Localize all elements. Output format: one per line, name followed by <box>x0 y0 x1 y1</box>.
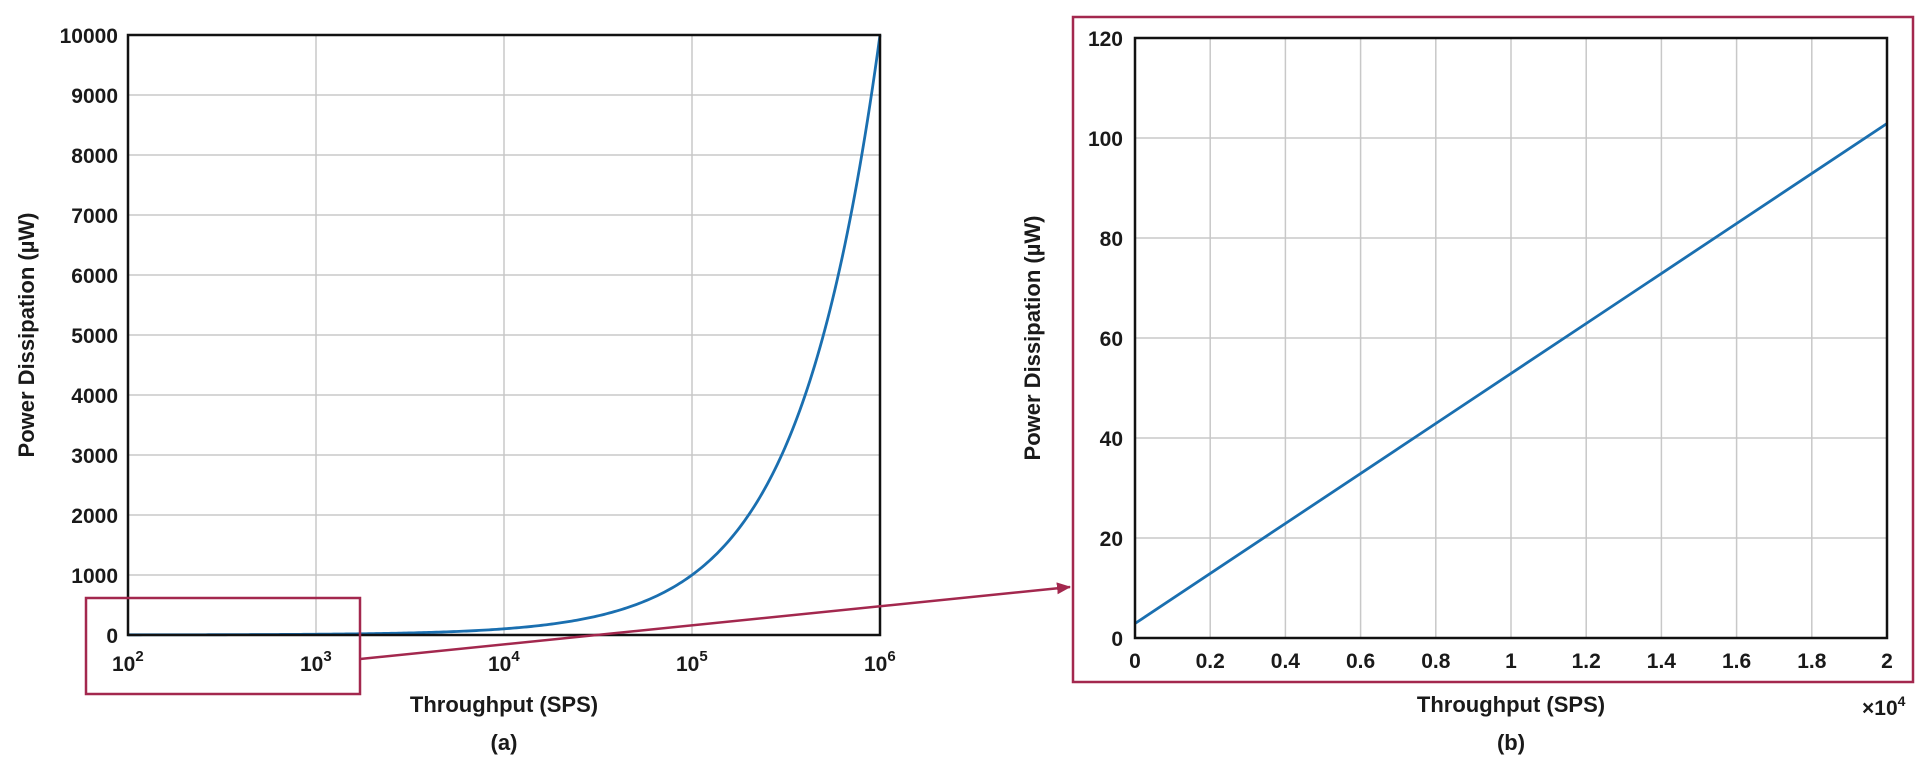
chart-b-x-multiplier-exp: 4 <box>1898 693 1906 709</box>
chart-a-x-tick-base: 10 <box>112 653 135 676</box>
chart-a-x-tick-exp: 5 <box>699 648 707 665</box>
chart-a-y-tick-0: 0 <box>106 625 118 648</box>
chart-a-y-tick-labels: 0 1000 2000 3000 4000 5000 6000 7000 8000 9000 100… <box>60 25 118 648</box>
chart-b-y-tick-labels: 0 20 40 60 80 100 120 <box>1088 28 1123 651</box>
chart-a-x-tick-base: 10 <box>864 653 887 676</box>
chart-b-x-tick-1.2: 1.2 <box>1572 650 1601 673</box>
chart-b-series-line <box>1134 122 1888 625</box>
chart-b: 0 20 40 60 80 100 120 0 0.2 0.4 0.6 0.8 1 1.2 1.4 1.6 1… <box>1020 28 1906 755</box>
chart-a: 0 1000 2000 3000 4000 5000 6000 7000 8000 9000 100… <box>14 25 896 755</box>
chart-a-y-axis-label: Power Dissipation (µW) <box>14 213 39 458</box>
chart-a-x-tick-0: 102 <box>112 648 144 676</box>
zoom-highlight-box <box>84 596 362 696</box>
chart-b-x-tick-1.6: 1.6 <box>1722 650 1751 673</box>
chart-a-y-tick-9000: 9000 <box>71 85 118 108</box>
chart-b-x-tick-0.8: 0.8 <box>1421 650 1451 673</box>
chart-a-x-tick-exp: 2 <box>135 648 143 665</box>
chart-a-x-tick-exp: 3 <box>323 648 331 665</box>
chart-b-y-tick-20: 20 <box>1100 528 1123 551</box>
chart-a-x-tick-base: 10 <box>300 653 323 676</box>
chart-a-caption: (a) <box>491 730 518 755</box>
chart-b-x-tick-1.8: 1.8 <box>1797 650 1827 673</box>
chart-a-x-tick-exp: 6 <box>887 648 895 665</box>
chart-b-x-tick-1.4: 1.4 <box>1647 650 1677 673</box>
chart-a-gridlines <box>127 34 881 636</box>
chart-b-plot-frame <box>1133 36 1889 640</box>
chart-b-x-tick-0.6: 0.6 <box>1346 650 1375 673</box>
chart-b-x-tick-0: 0 <box>1129 650 1141 673</box>
chart-b-y-axis-label: Power Dissipation (µW) <box>1020 216 1045 461</box>
chart-a-x-tick-1: 103 <box>300 648 332 676</box>
zoom-panel-frame <box>1071 15 1915 684</box>
chart-a-x-tick-base: 10 <box>676 653 699 676</box>
chart-a-x-tick-base: 10 <box>488 653 511 676</box>
chart-a-y-tick-4000: 4000 <box>71 385 118 408</box>
chart-b-y-tick-80: 80 <box>1100 228 1123 251</box>
chart-a-y-tick-7000: 7000 <box>71 205 118 228</box>
chart-a-y-tick-3000: 3000 <box>71 445 118 468</box>
chart-b-y-tick-120: 120 <box>1088 28 1123 51</box>
chart-a-y-tick-2000: 2000 <box>71 505 118 528</box>
chart-b-y-tick-60: 60 <box>1100 328 1123 351</box>
chart-b-x-multiplier: ×104 <box>1862 693 1906 720</box>
chart-a-y-tick-8000: 8000 <box>71 145 118 168</box>
chart-a-x-tick-2: 104 <box>488 648 520 676</box>
chart-a-y-tick-5000: 5000 <box>71 325 118 348</box>
zoom-arrow <box>359 582 1071 661</box>
chart-b-x-multiplier-base: ×10 <box>1862 697 1898 720</box>
chart-b-x-tick-labels: 0 0.2 0.4 0.6 0.8 1 1.2 1.4 1.6 1.8 2 <box>1129 650 1893 673</box>
chart-a-x-tick-labels: 102 103 104 105 106 <box>112 648 896 676</box>
chart-a-x-tick-3: 105 <box>676 648 708 676</box>
chart-b-x-tick-2: 2 <box>1881 650 1893 673</box>
chart-b-x-tick-0.2: 0.2 <box>1196 650 1225 673</box>
chart-a-y-tick-1000: 1000 <box>71 565 118 588</box>
chart-a-plot-frame <box>126 33 882 637</box>
chart-b-caption: (b) <box>1497 730 1525 755</box>
chart-a-y-tick-10000: 10000 <box>60 25 118 48</box>
chart-a-x-axis-label: Throughput (SPS) <box>410 692 598 717</box>
chart-b-y-tick-0: 0 <box>1111 628 1123 651</box>
chart-b-x-tick-0.4: 0.4 <box>1271 650 1301 673</box>
chart-b-x-tick-1: 1 <box>1505 650 1517 673</box>
chart-a-y-tick-6000: 6000 <box>71 265 118 288</box>
chart-a-x-tick-exp: 4 <box>511 648 520 665</box>
chart-b-x-axis-label: Throughput (SPS) <box>1417 692 1605 717</box>
chart-a-x-tick-4: 106 <box>864 648 896 676</box>
chart-b-y-tick-100: 100 <box>1088 128 1123 151</box>
chart-b-y-tick-40: 40 <box>1100 428 1123 451</box>
